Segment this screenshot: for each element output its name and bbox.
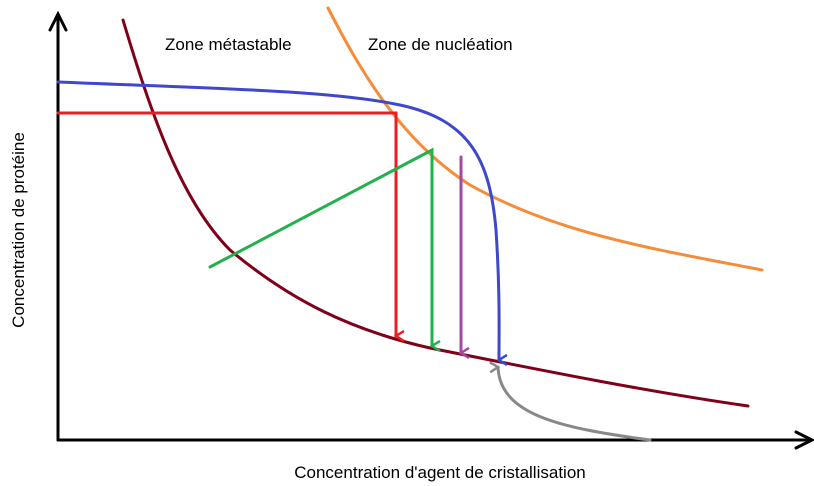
nucleation-curve xyxy=(326,6,764,272)
red-path xyxy=(56,111,396,336)
metastable-label: Zone métastable xyxy=(165,35,292,54)
nucleation-label: Zone de nucléation xyxy=(368,35,513,54)
green-path xyxy=(208,147,432,346)
blue-path xyxy=(56,80,499,360)
y-axis-label: Concentration de protéine xyxy=(9,132,28,328)
y-axis xyxy=(48,10,68,442)
solubility-curve xyxy=(121,18,750,408)
x-axis xyxy=(56,430,814,450)
x-axis-label: Concentration d'agent de cristallisation xyxy=(294,463,585,482)
gray-path xyxy=(498,367,652,442)
